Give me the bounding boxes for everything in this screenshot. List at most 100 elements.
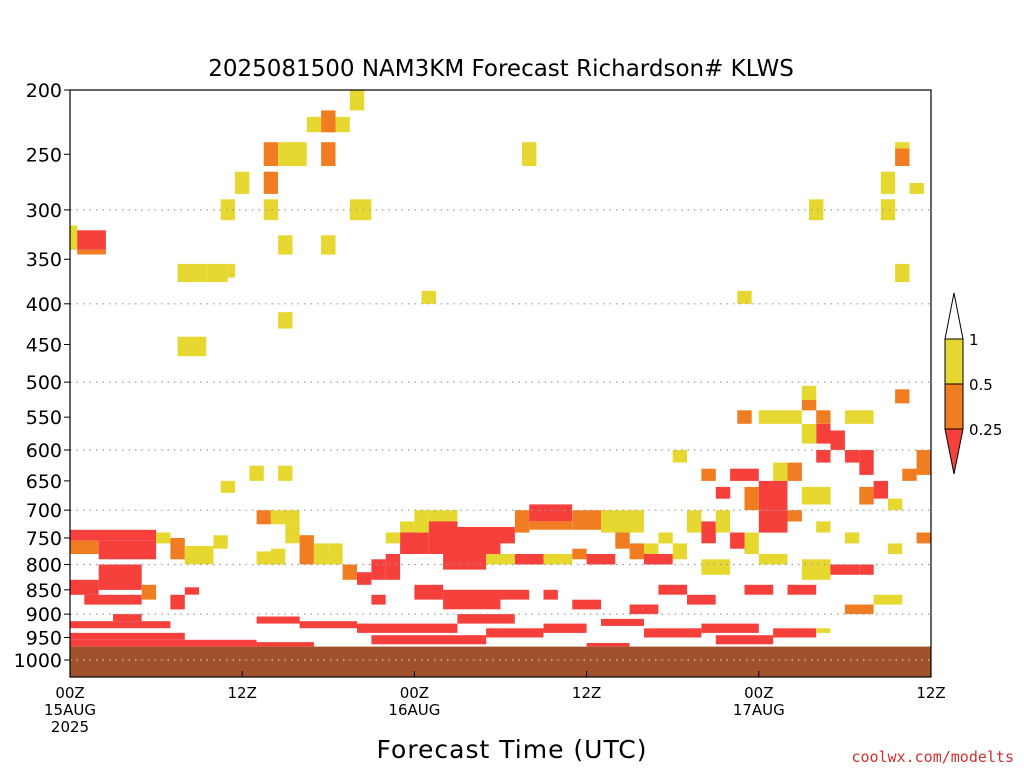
heatmap-cell bbox=[715, 635, 774, 645]
heatmap-cell bbox=[256, 616, 300, 624]
heatmap-cell bbox=[701, 559, 731, 575]
heatmap-cell bbox=[644, 628, 702, 638]
heatmap-cell bbox=[349, 90, 365, 111]
heatmap-cell bbox=[299, 621, 357, 629]
y-tick-label: 250 bbox=[26, 144, 62, 166]
heatmap-cell bbox=[744, 486, 759, 511]
heatmap-cell bbox=[658, 532, 673, 544]
heatmap-cell bbox=[844, 532, 860, 544]
heatmap-cell bbox=[77, 249, 106, 255]
heatmap-cell bbox=[888, 498, 903, 511]
heatmap-cell bbox=[321, 110, 336, 133]
heatmap-cell bbox=[514, 554, 544, 565]
heatmap-cell bbox=[385, 532, 401, 544]
x-tick-label: 12Z bbox=[572, 684, 601, 702]
y-tick-label: 350 bbox=[26, 249, 62, 271]
heatmap-cell bbox=[737, 410, 752, 424]
y-tick-label: 550 bbox=[26, 407, 62, 429]
heatmap-cell bbox=[70, 529, 157, 541]
heatmap-cell bbox=[70, 621, 171, 629]
heatmap-cell bbox=[98, 564, 142, 590]
heatmap-cell bbox=[586, 554, 616, 565]
heatmap-cell bbox=[744, 532, 759, 554]
heatmap-cell bbox=[98, 540, 157, 560]
heatmap-cell bbox=[428, 521, 458, 554]
heatmap-cell bbox=[816, 410, 831, 424]
heatmap-cell bbox=[873, 594, 903, 605]
heatmap-cell bbox=[84, 594, 113, 605]
x-tick-label: 16AUG bbox=[388, 701, 440, 719]
heatmap-cells bbox=[70, 90, 931, 647]
colorbar-segment-below-0.25 bbox=[944, 428, 964, 475]
heatmap-cell bbox=[601, 618, 644, 626]
x-tick-label: 12Z bbox=[916, 684, 945, 702]
heatmap-cell bbox=[644, 554, 673, 565]
heatmap-cell bbox=[629, 604, 659, 615]
plot-frame bbox=[69, 89, 932, 678]
heatmap-cell bbox=[170, 594, 185, 610]
plot-background bbox=[70, 90, 931, 677]
heatmap-cell bbox=[263, 199, 278, 221]
heatmap-cell bbox=[421, 290, 436, 304]
heatmap-cell bbox=[270, 548, 286, 565]
heatmap-cell bbox=[859, 450, 874, 475]
heatmap-cell bbox=[371, 559, 386, 580]
colorbar-label: 0.25 bbox=[969, 421, 1002, 439]
y-tick-label: 400 bbox=[26, 294, 62, 316]
y-tick-label: 850 bbox=[26, 580, 62, 602]
heatmap-cell bbox=[572, 599, 601, 610]
x-tick-label: 12Z bbox=[228, 684, 257, 702]
y-tick-label: 300 bbox=[26, 200, 62, 222]
heatmap-cell bbox=[70, 579, 99, 595]
chart-title: 2025081500 NAM3KM Forecast Richardson# K… bbox=[208, 56, 794, 82]
heatmap-cell bbox=[256, 510, 271, 525]
heatmap-cell bbox=[529, 504, 573, 522]
heatmap-cell bbox=[184, 546, 214, 565]
y-tick-label: 900 bbox=[26, 604, 62, 626]
heatmap-cell bbox=[342, 564, 357, 580]
heatmap-cell bbox=[758, 480, 788, 511]
heatmap-cell bbox=[844, 604, 874, 615]
y-tick-label: 200 bbox=[26, 80, 62, 102]
heatmap-cell bbox=[758, 410, 802, 424]
heatmap-cell bbox=[758, 554, 788, 565]
y-tick-label: 600 bbox=[26, 440, 62, 462]
heatmap-cell bbox=[730, 532, 745, 549]
heatmap-cell bbox=[895, 142, 910, 149]
heatmap-cell bbox=[249, 465, 264, 481]
heatmap-cell bbox=[227, 263, 235, 278]
heatmap-cell bbox=[113, 614, 142, 622]
heatmap-cell bbox=[902, 468, 917, 481]
ground-shading bbox=[70, 646, 931, 677]
heatmap-cell bbox=[787, 510, 802, 522]
heatmap-cell bbox=[801, 400, 817, 411]
heatmap-cell bbox=[816, 628, 831, 633]
heatmap-cell bbox=[321, 235, 336, 255]
heatmap-cell bbox=[687, 510, 702, 533]
y-tick-label: 450 bbox=[26, 335, 62, 357]
heatmap-cell bbox=[514, 510, 530, 533]
heatmap-cell bbox=[895, 263, 910, 283]
heatmap-cell bbox=[270, 510, 300, 525]
heatmap-cell bbox=[801, 423, 817, 444]
heatmap-cell bbox=[400, 532, 429, 554]
heatmap-cell bbox=[859, 564, 874, 575]
heatmap-cell bbox=[335, 116, 350, 133]
heatmap-cell bbox=[816, 521, 831, 533]
heatmap-cell bbox=[880, 171, 896, 194]
heatmap-cell bbox=[916, 450, 931, 475]
y-tick-label: 650 bbox=[26, 471, 62, 493]
x-tick-label: 00Z bbox=[400, 684, 429, 702]
heatmap-cell bbox=[70, 632, 185, 640]
colorbar-label: 0.5 bbox=[969, 376, 993, 394]
x-tick-label: 00Z bbox=[55, 684, 84, 702]
heatmap-cell bbox=[758, 510, 788, 533]
y-axis: 200 250 300 350 400 450 500 550 600 650 700 750 800 8… bbox=[14, 80, 70, 672]
heatmap-cell bbox=[357, 572, 372, 585]
heatmap-cell bbox=[522, 142, 537, 166]
heatmap-cell bbox=[830, 564, 860, 575]
heatmap-cell bbox=[830, 430, 845, 450]
colorbar-label: 1 bbox=[969, 331, 979, 349]
heatmap-cell bbox=[773, 628, 817, 638]
